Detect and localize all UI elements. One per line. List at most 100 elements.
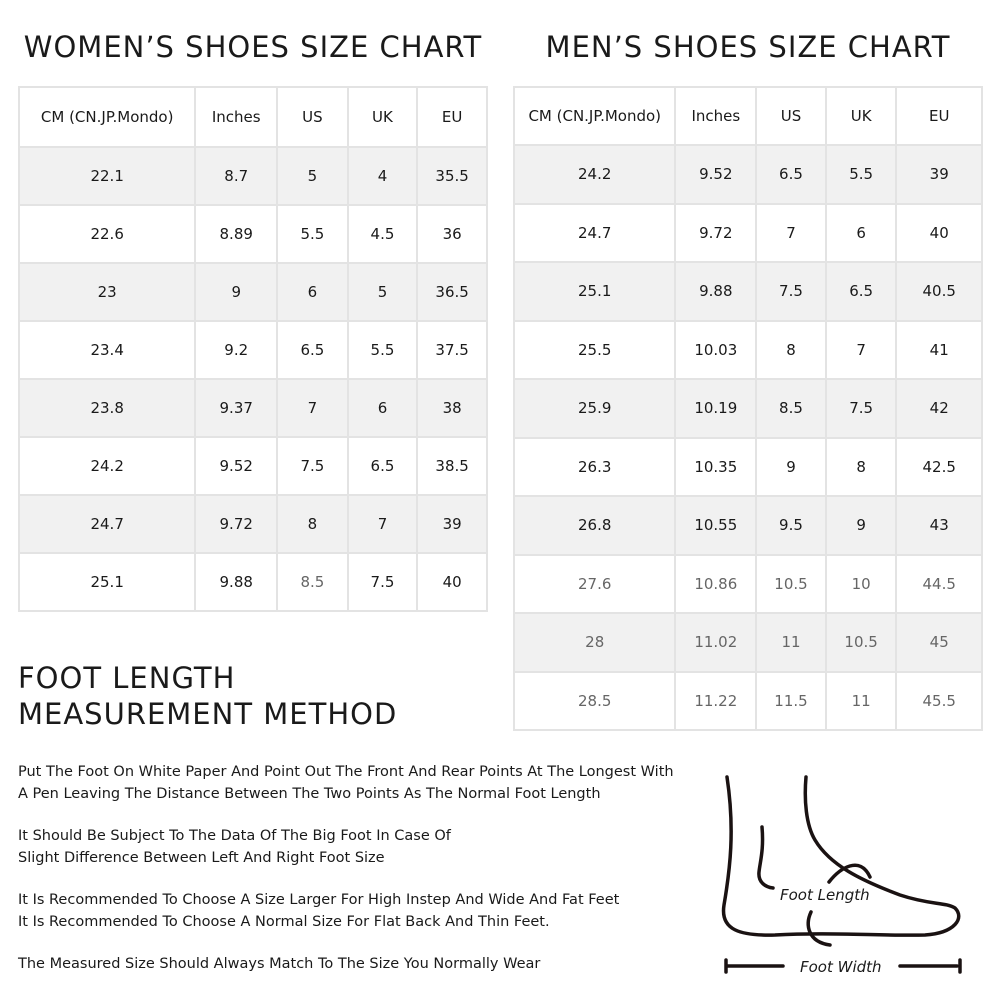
table-cell: 7 — [824, 319, 898, 380]
table-cell: 9.88 — [194, 552, 279, 612]
column-header: Inches — [194, 86, 279, 148]
table-row: 22.1 8.7 5 4 35.5 — [17, 146, 488, 206]
column-header: CM (CN.JP.Mondo) — [512, 86, 677, 146]
text-line: It Is Recommended To Choose A Normal Siz… — [18, 914, 550, 930]
table-cell: 10.19 — [674, 378, 758, 439]
table-cell: 28 — [512, 612, 677, 673]
table-cell: 9.37 — [194, 378, 279, 438]
table-cell: 25.5 — [512, 319, 677, 380]
women-chart-title: WOMEN’S SHOES SIZE CHART — [23, 30, 483, 64]
table-cell: 39 — [895, 144, 983, 205]
table-cell: 22.6 — [17, 204, 197, 264]
table-row: 23 9 6 5 36.5 — [17, 262, 488, 322]
table-cell: 9.5 — [755, 495, 827, 556]
table-row: 24.2 9.52 7.5 6.5 38.5 — [17, 436, 488, 496]
table-cell: 10.5 — [824, 612, 898, 673]
table-cell: 7 — [276, 378, 349, 438]
table-cell: 10.03 — [674, 319, 758, 380]
table-cell: 10.5 — [755, 553, 827, 614]
text-line: A Pen Leaving The Distance Between The T… — [18, 786, 601, 802]
column-header: CM (CN.JP.Mondo) — [17, 86, 197, 148]
column-header: EU — [416, 86, 488, 148]
table-cell: 25.9 — [512, 378, 677, 439]
table-cell: 28.5 — [512, 670, 677, 731]
column-header: US — [755, 86, 827, 146]
table-cell: 9.72 — [674, 202, 758, 263]
table-cell: 9.88 — [674, 261, 758, 322]
column-header: UK — [346, 86, 419, 148]
table-row: 23.8 9.37 7 6 38 — [17, 378, 488, 438]
table-cell: 42 — [895, 378, 983, 439]
table-cell: 7 — [755, 202, 827, 263]
column-header: Inches — [674, 86, 758, 146]
method-title-line: FOOT LENGTH — [18, 661, 236, 695]
table-cell: 36 — [416, 204, 488, 264]
table-row: 22.6 8.89 5.5 4.5 36 — [17, 204, 488, 264]
table-cell: 8 — [276, 494, 349, 554]
table-row: 24.2 9.52 6.5 5.5 39 — [512, 144, 983, 205]
foot-length-label: Foot Length — [780, 886, 870, 904]
table-row: 28 11.02 11 10.5 45 — [512, 612, 983, 673]
table-cell: 8.5 — [276, 552, 349, 612]
table-cell: 5.5 — [346, 320, 419, 380]
table-cell: 7 — [346, 494, 419, 554]
table-cell: 8.89 — [194, 204, 279, 264]
column-header: UK — [824, 86, 898, 146]
table-cell: 9 — [824, 495, 898, 556]
table-cell: 11.22 — [674, 670, 758, 731]
table-cell: 7.5 — [346, 552, 419, 612]
table-cell: 23 — [17, 262, 197, 322]
table-row: 24.7 9.72 7 6 40 — [512, 202, 983, 263]
table-cell: 10.86 — [674, 553, 758, 614]
table-cell: 7.5 — [755, 261, 827, 322]
men-size-table: CM (CN.JP.Mondo) Inches US UK EU 24.2 9.5… — [512, 86, 983, 731]
table-cell: 6 — [276, 262, 349, 322]
table-cell: 42.5 — [895, 436, 983, 497]
table-cell: 38 — [416, 378, 488, 438]
table-cell: 45 — [895, 612, 983, 673]
table-cell: 44.5 — [895, 553, 983, 614]
table-cell: 27.6 — [512, 553, 677, 614]
table-row: 24.7 9.72 8 7 39 — [17, 494, 488, 554]
table-row: 25.5 10.03 8 7 41 — [512, 319, 983, 380]
table-cell: 41 — [895, 319, 983, 380]
table-cell: 26.8 — [512, 495, 677, 556]
table-cell: 37.5 — [416, 320, 488, 380]
table-cell: 6 — [824, 202, 898, 263]
men-chart-title: MEN’S SHOES SIZE CHART — [545, 30, 951, 64]
table-cell: 10.55 — [674, 495, 758, 556]
women-size-table: CM (CN.JP.Mondo) Inches US UK EU 22.1 8.7… — [17, 86, 488, 612]
table-cell: 8 — [755, 319, 827, 380]
table-cell: 9.52 — [194, 436, 279, 496]
table-cell: 6.5 — [276, 320, 349, 380]
table-cell: 26.3 — [512, 436, 677, 497]
text-line: Put The Foot On White Paper And Point Ou… — [18, 764, 674, 780]
column-header: US — [276, 86, 349, 148]
table-cell: 5 — [346, 262, 419, 322]
table-cell: 39 — [416, 494, 488, 554]
table-cell: 10 — [824, 553, 898, 614]
table-cell: 8 — [824, 436, 898, 497]
table-cell: 6.5 — [755, 144, 827, 205]
table-cell: 5 — [276, 146, 349, 206]
table-cell: 43 — [895, 495, 983, 556]
table-cell: 23.8 — [17, 378, 197, 438]
table-cell: 11.5 — [755, 670, 827, 731]
table-cell: 40.5 — [895, 261, 983, 322]
table-cell: 7.5 — [276, 436, 349, 496]
table-cell: 4.5 — [346, 204, 419, 264]
table-cell: 5.5 — [824, 144, 898, 205]
table-row: 26.8 10.55 9.5 9 43 — [512, 495, 983, 556]
foot-width-label: Foot Width — [800, 958, 882, 976]
table-header-row: CM (CN.JP.Mondo) Inches US UK EU — [512, 86, 983, 146]
table-header-row: CM (CN.JP.Mondo) Inches US UK EU — [17, 86, 488, 148]
table-cell: 8.5 — [755, 378, 827, 439]
table-cell: 24.7 — [512, 202, 677, 263]
table-cell: 24.2 — [17, 436, 197, 496]
table-cell: 40 — [895, 202, 983, 263]
method-title: FOOT LENGTH MEASUREMENT METHOD — [18, 660, 397, 732]
table-cell: 45.5 — [895, 670, 983, 731]
table-cell: 40 — [416, 552, 488, 612]
table-cell: 9.2 — [194, 320, 279, 380]
table-row: 28.5 11.22 11.5 11 45.5 — [512, 670, 983, 731]
